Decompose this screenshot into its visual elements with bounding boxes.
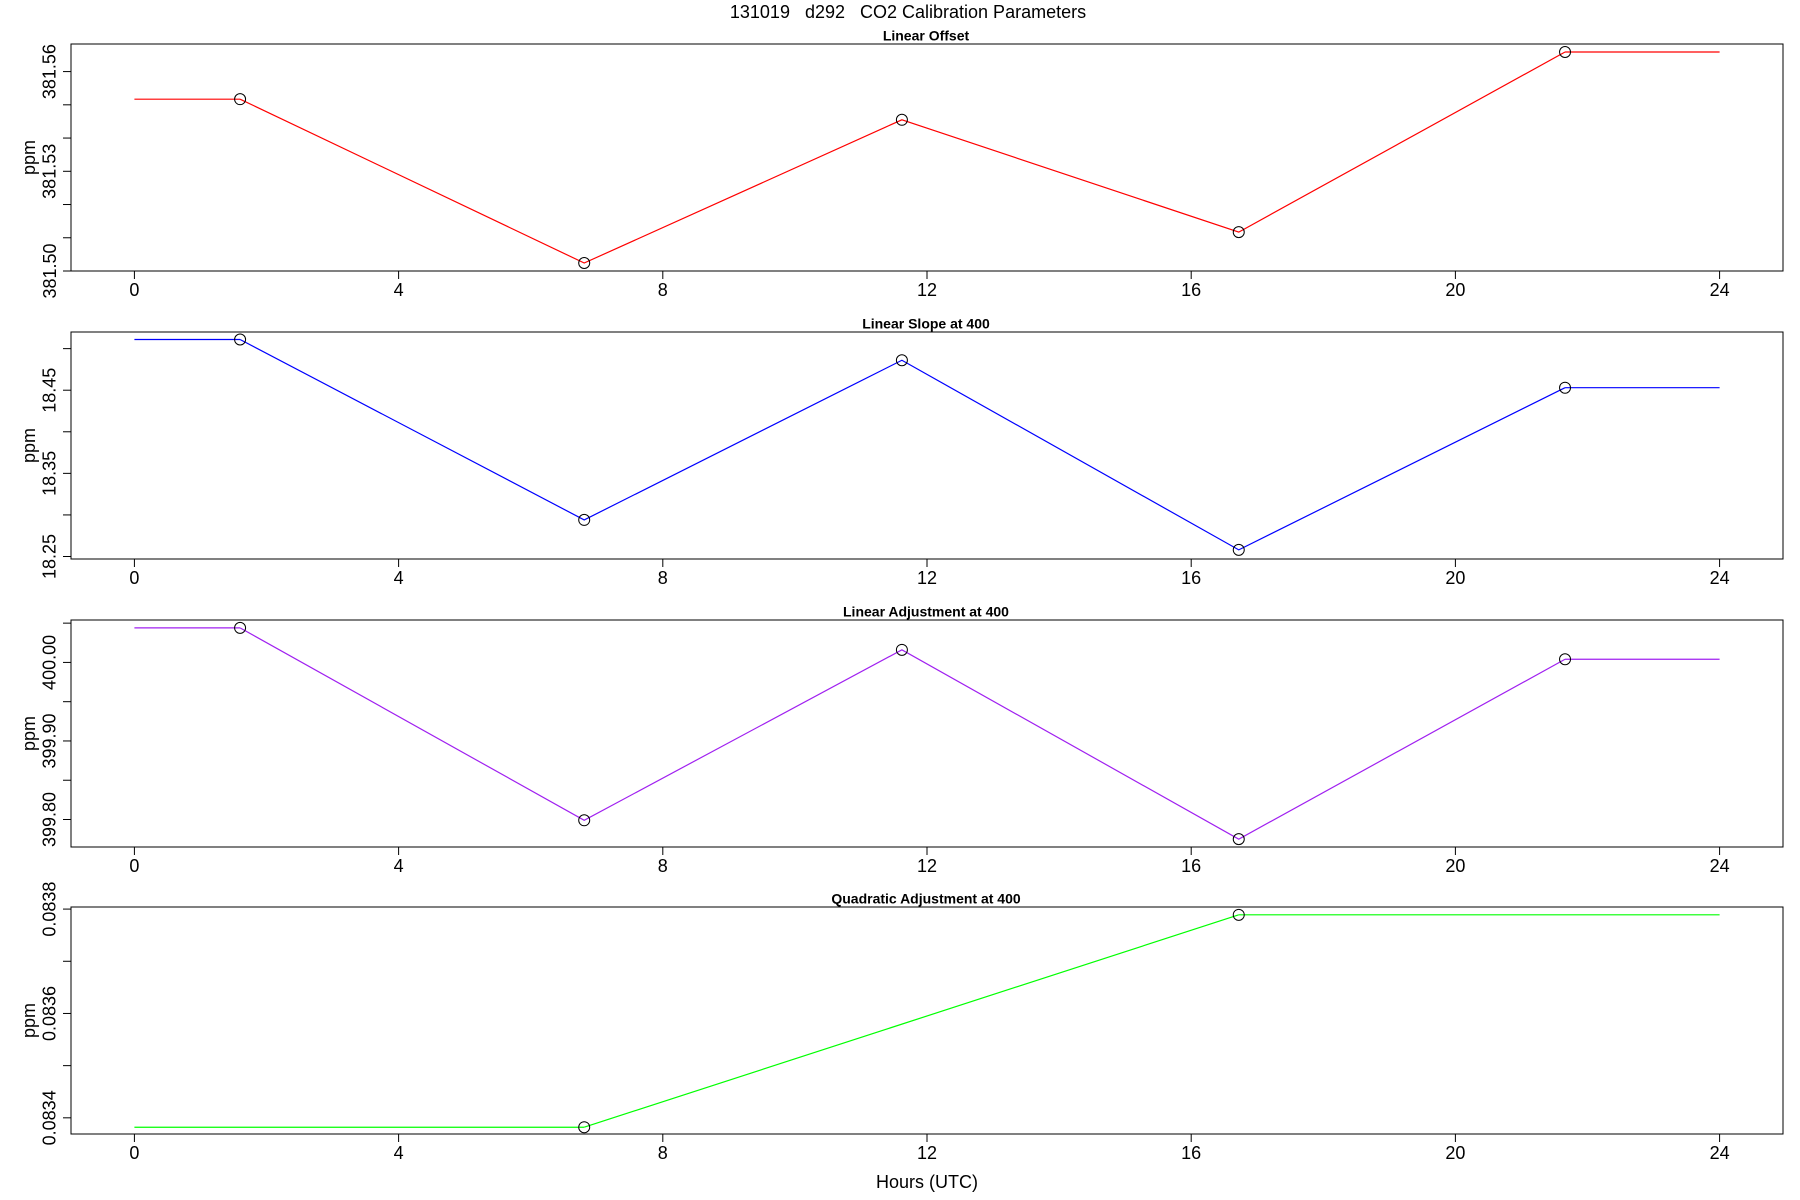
data-point: [578, 814, 591, 827]
x-tick-label: 0: [129, 1143, 139, 1163]
series-line: [239, 338, 1566, 551]
x-tick-label: 20: [1445, 280, 1465, 300]
data-point: [895, 354, 908, 367]
y-tick-label: 381.53: [40, 144, 60, 199]
x-tick-label: 16: [1181, 1143, 1201, 1163]
data-point: [1232, 226, 1245, 239]
series-line: [239, 627, 1566, 840]
data-point: [1232, 908, 1245, 921]
data-point: [895, 643, 908, 656]
x-tick-label: 0: [129, 856, 139, 876]
y-tick-label: 18.35: [40, 451, 60, 496]
x-tick-label: 12: [917, 280, 937, 300]
x-tick-label: 16: [1181, 280, 1201, 300]
data-point: [578, 513, 591, 526]
y-axis-label: ppm: [19, 140, 39, 175]
data-point: [1232, 833, 1245, 846]
x-tick-label: 8: [658, 568, 668, 588]
data-point: [234, 621, 247, 634]
y-tick-label: 18.45: [40, 368, 60, 413]
series-line: [239, 51, 1566, 264]
y-tick-label: 18.25: [40, 534, 60, 579]
x-tick-label: 0: [129, 280, 139, 300]
x-tick-label: 0: [129, 568, 139, 588]
y-tick-label: 0.0838: [40, 882, 60, 937]
data-point: [1559, 653, 1572, 666]
y-tick-label: 381.56: [40, 44, 60, 99]
data-point: [234, 333, 247, 346]
y-axis-label: ppm: [19, 716, 39, 751]
x-tick-label: 8: [658, 856, 668, 876]
data-point: [234, 93, 247, 106]
x-tick-label: 4: [394, 568, 404, 588]
x-tick-label: 24: [1710, 1143, 1730, 1163]
x-tick-label: 24: [1710, 856, 1730, 876]
panel-title: Linear Slope at 400: [862, 316, 990, 332]
x-tick-label: 24: [1710, 280, 1730, 300]
x-axis-label: Hours (UTC): [876, 1172, 978, 1192]
x-tick-label: 20: [1445, 568, 1465, 588]
y-tick-label: 0.0836: [40, 986, 60, 1041]
x-tick-label: 12: [917, 568, 937, 588]
y-tick-label: 399.80: [40, 792, 60, 847]
y-tick-label: 0.0834: [40, 1090, 60, 1145]
y-axis-label: ppm: [19, 428, 39, 463]
data-point: [578, 257, 591, 270]
x-tick-label: 8: [658, 280, 668, 300]
page-title: 131019 d292 CO2 Calibration Parameters: [730, 2, 1086, 22]
y-axis-label: ppm: [19, 1003, 39, 1038]
x-tick-label: 20: [1445, 1143, 1465, 1163]
series-line: [584, 914, 1239, 1128]
data-point: [1559, 45, 1572, 58]
data-point: [895, 113, 908, 126]
x-tick-label: 8: [658, 1143, 668, 1163]
data-point: [578, 1121, 591, 1134]
y-tick-label: 381.50: [40, 243, 60, 298]
x-tick-label: 16: [1181, 568, 1201, 588]
x-tick-label: 4: [394, 280, 404, 300]
panel-title: Quadratic Adjustment at 400: [831, 891, 1021, 907]
y-tick-label: 399.90: [40, 713, 60, 768]
x-tick-label: 24: [1710, 568, 1730, 588]
data-point: [1232, 543, 1245, 556]
x-tick-label: 4: [394, 856, 404, 876]
x-tick-label: 12: [917, 856, 937, 876]
x-tick-label: 16: [1181, 856, 1201, 876]
x-tick-label: 4: [394, 1143, 404, 1163]
x-tick-label: 12: [917, 1143, 937, 1163]
panel-title: Linear Offset: [883, 28, 970, 44]
y-tick-label: 400.00: [40, 635, 60, 690]
panel-title: Linear Adjustment at 400: [843, 604, 1009, 620]
data-point: [1559, 381, 1572, 394]
x-tick-label: 20: [1445, 856, 1465, 876]
